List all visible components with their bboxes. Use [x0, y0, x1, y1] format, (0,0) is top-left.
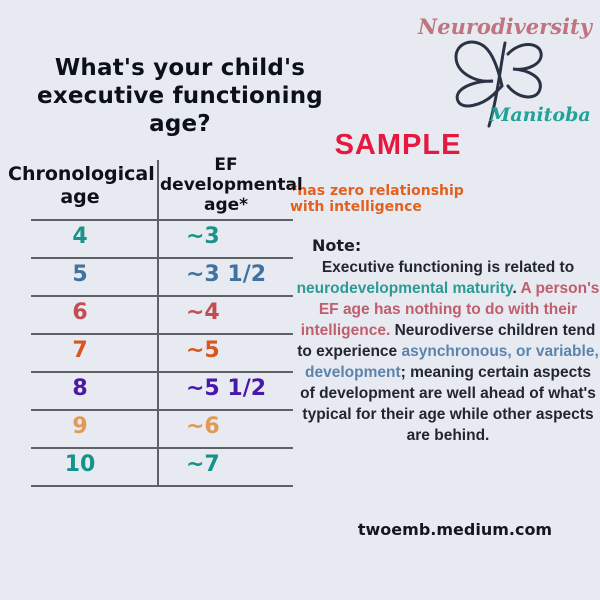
butterfly-left-wing: [454, 40, 504, 108]
ef-age-cell: ~3: [186, 224, 220, 249]
butterfly-right-wing: [506, 43, 543, 99]
table-header-divider: [31, 219, 293, 221]
note-segment-rose: A person's EF age has nothing to do with…: [300, 280, 600, 339]
ef-age-cell: ~5: [186, 338, 220, 363]
chronological-age-cell: 8: [72, 376, 88, 401]
asterisk-footnote: *has zero relationship with intelligence: [290, 183, 464, 215]
ef-age-cell: ~5 1/2: [186, 376, 267, 401]
chronological-age-cell: 4: [72, 224, 88, 249]
note-segment-dark: Neurodiverse children tend to experience: [297, 322, 596, 360]
ef-age-cell: ~7: [186, 452, 220, 477]
table-row-divider: [31, 485, 293, 487]
ef-age-cell: ~6: [186, 414, 220, 439]
page-title: What's your child's executive functionin…: [10, 54, 350, 138]
page-title-line1: What's your child's: [54, 55, 306, 81]
note-segment-dark: ; meaning certain aspects of development…: [300, 364, 596, 444]
logo-brand-region: Manitoba: [489, 104, 591, 126]
table-row-divider: [31, 295, 293, 297]
ef-age-cell: ~4: [186, 300, 220, 325]
table-row-divider: [31, 371, 293, 373]
sample-watermark: SAMPLE: [334, 129, 462, 161]
table-row-divider: [31, 409, 293, 411]
note-segment-dark: Executive functioning is related to: [321, 259, 575, 276]
logo-brand-name: Neurodiversity: [418, 14, 592, 39]
butterfly-body: [487, 41, 507, 128]
table-row-divider: [31, 447, 293, 449]
ef-age-table: Chronological age EF developmental age* …: [0, 155, 303, 495]
note-paragraph: Executive functioning is related to neur…: [296, 257, 600, 446]
note-heading: Note:: [312, 236, 362, 255]
column-header-chronological-age: Chronological age: [8, 163, 155, 208]
page-title-line2: executive functioning age?: [37, 83, 323, 137]
butterfly-logo-icon: [443, 40, 563, 140]
chronological-age-cell: 6: [72, 300, 88, 325]
chronological-age-cell: 10: [64, 452, 96, 477]
chronological-age-cell: 7: [72, 338, 88, 363]
chronological-age-cell: 9: [72, 414, 88, 439]
ef-age-cell: ~3 1/2: [186, 262, 267, 287]
note-segment-teal: neurodevelopmental maturity: [296, 280, 513, 297]
note-block: Note: Executive functioning is related t…: [296, 236, 600, 446]
table-row-divider: [31, 333, 293, 335]
note-segment-blue: asynchronous, or variable, development: [305, 343, 599, 381]
table-column-divider: [157, 160, 159, 487]
chronological-age-cell: 5: [72, 262, 88, 287]
table-row-divider: [31, 257, 293, 259]
note-segment-dark: .: [512, 280, 521, 297]
column-header-ef-developmental-age: EF developmental age*: [160, 155, 303, 215]
website-url: twoemb.medium.com: [357, 520, 553, 539]
